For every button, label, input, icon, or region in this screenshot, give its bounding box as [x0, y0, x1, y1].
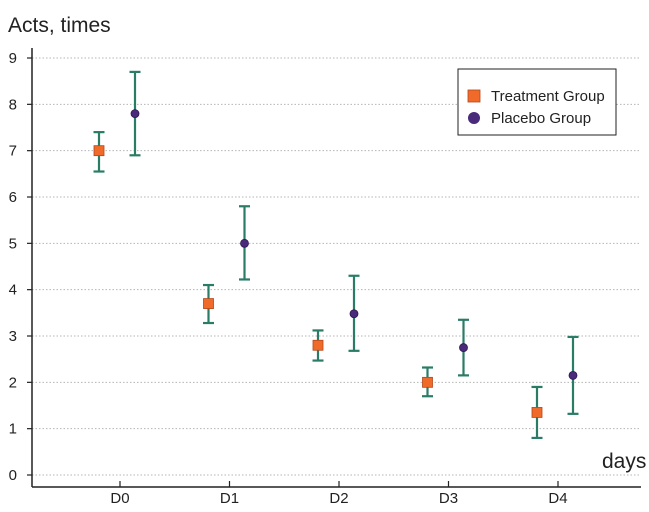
- x-tick-label: D4: [548, 490, 567, 507]
- legend-label: Placebo Group: [491, 110, 591, 127]
- data-point-square: [312, 339, 324, 351]
- data-point-square: [422, 376, 433, 388]
- y-tick-label: 3: [9, 328, 17, 345]
- y-axis-title: Acts, times: [8, 14, 111, 37]
- data-point-square: [93, 145, 105, 157]
- legend-swatch-square: [467, 89, 481, 103]
- marks-layer: [93, 70, 579, 440]
- axes-layer: [31, 48, 641, 488]
- x-axis-title: days: [602, 450, 646, 473]
- x-tick-label: D0: [110, 490, 129, 507]
- data-point-circle: [568, 370, 578, 380]
- ticks-layer: 0 1 2 3 4 5 6 7 8 9 D0 D1 D2 D3 D4: [9, 50, 568, 507]
- grid-layer: [32, 57, 641, 476]
- y-tick-label: 7: [9, 143, 17, 160]
- data-point-circle: [130, 109, 140, 118]
- y-tick-label: 8: [9, 96, 17, 113]
- y-tick-label: 4: [9, 282, 17, 299]
- y-tick-label: 5: [9, 235, 17, 252]
- legend-box: [457, 68, 617, 136]
- y-tick-label: 2: [9, 374, 17, 391]
- y-tick-label: 9: [9, 50, 17, 67]
- legend: Treatment Group Placebo Group: [457, 68, 617, 136]
- legend-items: Treatment Group Placebo Group: [467, 88, 605, 127]
- data-point-square: [203, 298, 214, 309]
- series-placebo-group: [129, 70, 579, 415]
- x-tick-label: D1: [220, 490, 239, 507]
- series-treatment-group: [93, 131, 543, 440]
- data-point-circle: [349, 309, 359, 319]
- data-point-square: [531, 407, 543, 418]
- data-point-circle: [459, 343, 468, 352]
- y-tick-label: 0: [9, 467, 17, 484]
- x-tick-label: D2: [329, 490, 348, 507]
- y-tick-label: 6: [9, 189, 17, 206]
- y-tick-label: 1: [9, 421, 17, 438]
- legend-label: Treatment Group: [491, 88, 605, 105]
- legend-swatch-circle: [468, 112, 480, 124]
- x-tick-label: D3: [439, 490, 458, 507]
- data-point-circle: [240, 238, 249, 248]
